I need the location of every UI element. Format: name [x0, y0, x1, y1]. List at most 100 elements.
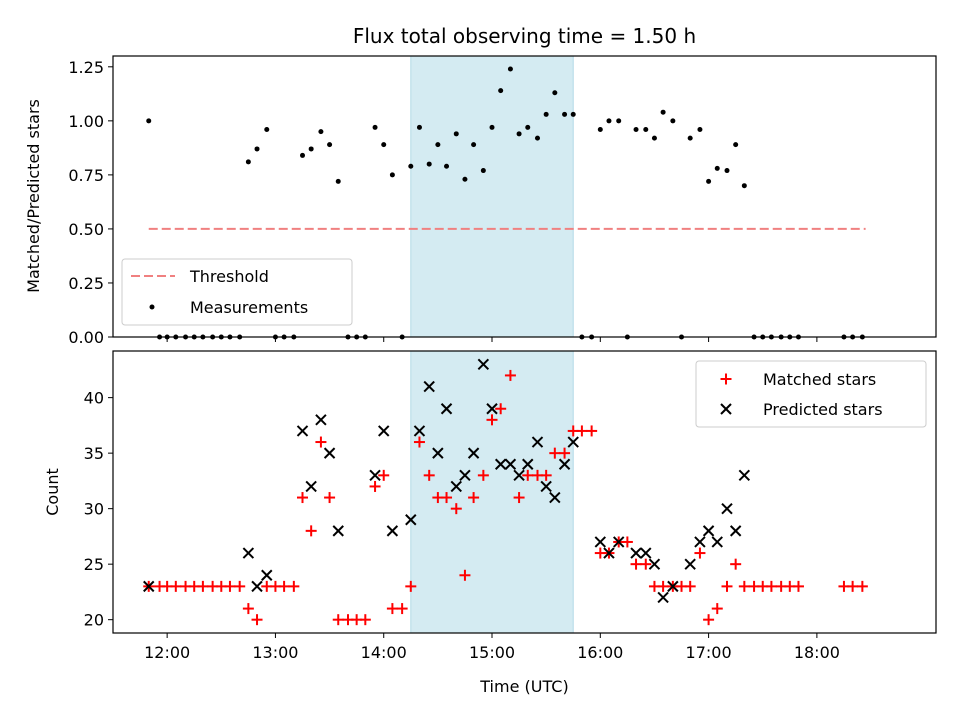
top-y-tick-label: 0.50: [68, 220, 104, 239]
matched-star-point: [711, 603, 723, 615]
matched-star-point: [477, 469, 489, 481]
bottom-x-tick-label: 12:00: [144, 643, 190, 662]
bottom-x-tick-label: 17:00: [686, 643, 732, 662]
measurement-point: [146, 118, 152, 124]
legend-predicted-marker: [720, 403, 732, 415]
bottom-y-tick-label: 20: [84, 611, 104, 630]
measurement-point: [570, 111, 576, 117]
bottom-y-tick-label: 30: [84, 500, 104, 519]
matched-star-point: [792, 580, 804, 592]
predicted-star-point: [440, 403, 453, 415]
predicted-star-point: [567, 436, 579, 448]
measurement-point: [633, 126, 639, 132]
measurement-point: [660, 109, 666, 115]
predicted-star-point: [721, 502, 733, 515]
top-axes-frame: [112, 55, 937, 338]
measurement-point: [606, 118, 612, 124]
bottom-x-tick-label: 18:00: [794, 643, 840, 662]
measurement-point: [697, 126, 703, 132]
predicted-star-point: [603, 547, 615, 559]
matched-star-point: [242, 603, 254, 615]
predicted-star-point: [667, 580, 679, 593]
predicted-star-point: [613, 536, 625, 548]
matched-star-point: [684, 580, 696, 592]
matched-star-point: [170, 580, 182, 592]
measurement-point: [714, 165, 720, 171]
bottom-legend-frame: [695, 360, 927, 428]
matched-star-point: [765, 580, 777, 592]
predicted-star-point: [540, 480, 552, 493]
measurement-point: [489, 124, 495, 130]
matched-star-point: [504, 369, 516, 381]
predicted-star-point: [486, 403, 498, 415]
measurement-point: [308, 146, 314, 152]
measurement-point: [643, 126, 649, 132]
measurement-point: [300, 152, 306, 158]
matched-star-point: [441, 492, 453, 504]
measurement-point: [435, 142, 441, 148]
matched-star-point: [332, 614, 344, 626]
matched-star-point: [856, 580, 868, 592]
measurement-point: [254, 146, 260, 152]
measurement-point: [616, 118, 622, 124]
predicted-star-point: [729, 525, 742, 537]
matched-star-point: [703, 614, 715, 626]
predicted-star-point: [648, 558, 661, 570]
top-y-tick-label: 0.75: [68, 166, 104, 185]
matched-star-point: [576, 425, 588, 437]
legend-measurements-label: Measurements: [190, 298, 308, 317]
bottom-x-tick-label: 16:00: [577, 643, 623, 662]
measurement-point: [507, 66, 513, 72]
matched-star-point: [315, 436, 327, 448]
matched-star-point: [522, 469, 534, 481]
matched-star-point: [559, 447, 571, 459]
predicted-star-point: [369, 469, 381, 482]
predicted-star-point: [323, 447, 336, 459]
bottom-observing-span: [410, 350, 574, 634]
legend-predicted-label: Predicted stars: [763, 400, 883, 419]
predicted-star-point: [413, 425, 426, 437]
top-y-tick-label: 0.00: [68, 328, 104, 347]
predicted-star-point: [450, 480, 462, 493]
measurement-point: [651, 135, 657, 141]
legend-matched-marker: [720, 373, 732, 385]
matched-star-point: [450, 503, 462, 515]
matched-star-point: [657, 580, 669, 592]
top-legend: Threshold Measurements: [121, 258, 353, 326]
predicted-star-point: [386, 525, 399, 537]
matched-star-point: [251, 614, 263, 626]
measurement-point: [480, 168, 486, 174]
predicted-star-point: [504, 458, 517, 470]
bottom-legend: Matched stars Predicted stars: [695, 360, 927, 428]
matched-star-point: [486, 414, 498, 426]
measurement-point: [453, 131, 459, 137]
matched-star-point: [305, 525, 317, 537]
matched-star-point: [234, 580, 246, 592]
bottom-x-tick-label: 15:00: [469, 643, 515, 662]
measurement-point: [318, 129, 324, 135]
measurement-point: [408, 163, 414, 169]
matched-star-point: [694, 547, 706, 559]
predicted-star-point: [315, 414, 327, 426]
top-y-axis-label: Matched/Predicted stars: [24, 99, 43, 293]
predicted-star-point: [711, 536, 723, 548]
measurement-point: [245, 159, 251, 165]
legend-threshold-label: Threshold: [189, 267, 269, 286]
top-y-tick-label: 1.00: [68, 112, 104, 131]
chart-title: Flux total observing time = 1.50 h: [353, 24, 696, 48]
matched-star-point: [549, 447, 561, 459]
predicted-star-point: [494, 458, 507, 470]
predicted-star-point: [405, 514, 417, 526]
bottom-x-tick-label: 14:00: [361, 643, 407, 662]
measurement-point: [335, 178, 341, 184]
matched-star-point: [423, 469, 435, 481]
measurement-point: [372, 124, 378, 130]
matched-star-point: [197, 580, 209, 592]
predicted-star-point: [477, 358, 490, 371]
top-legend-frame: [121, 258, 353, 326]
top-panel: 0.00 0.25 0.50 0.75 1.00 1.25 Matched/Predict…: [24, 55, 937, 347]
predicted-star-point: [549, 491, 561, 504]
legend-predicted-swatch: [720, 403, 732, 415]
predicted-star-point: [702, 525, 715, 537]
measurement-point: [389, 172, 395, 178]
